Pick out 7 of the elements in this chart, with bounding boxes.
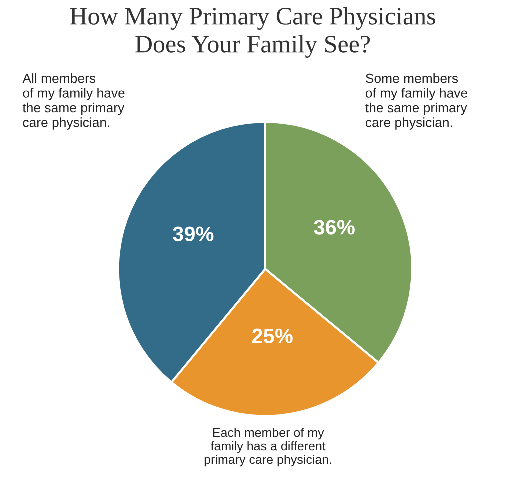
- chart-title: How Many Primary Care Physicians Does Your Family See?: [70, 7, 436, 58]
- data-label: 39%: [173, 226, 214, 242]
- data-label: 25%: [252, 328, 293, 344]
- data-label: 36%: [314, 220, 355, 235]
- slice-label: All members of my family have the same primary care physician.: [22, 74, 125, 130]
- slice-label: Each member of my family has a different primary care physician.: [204, 428, 332, 467]
- slice-label: Some members of my family have the same primary care physician.: [366, 74, 468, 130]
